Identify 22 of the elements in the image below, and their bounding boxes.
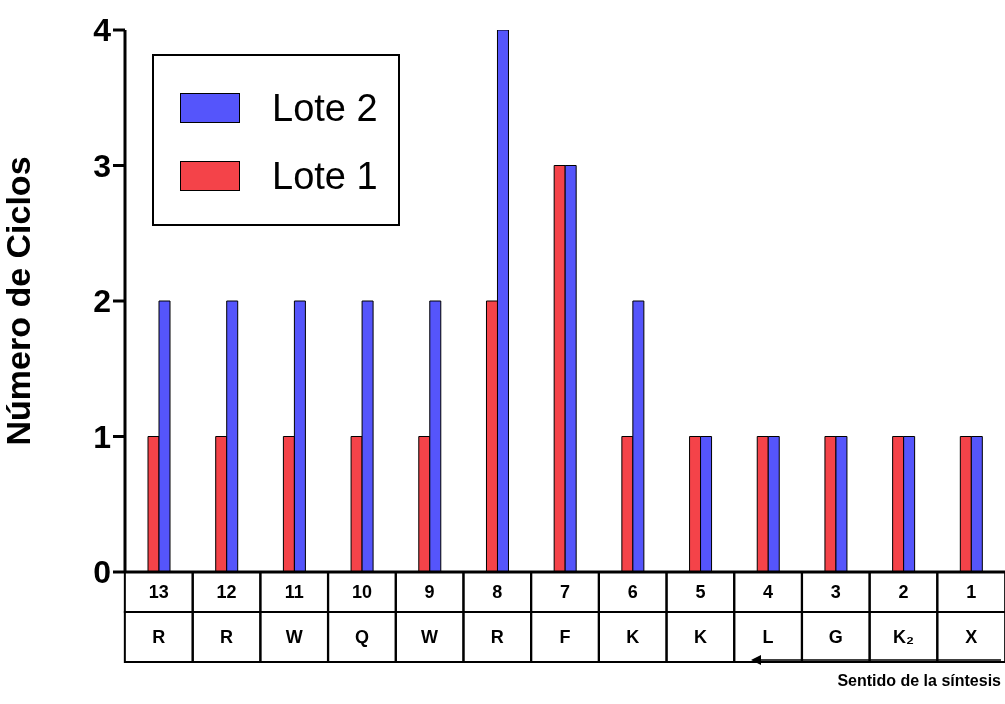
- category-label: 6 K: [626, 582, 640, 647]
- y-tick-label: 1: [93, 418, 111, 455]
- text: Sentido de la síntesis: [836, 671, 1001, 690]
- legend-label: Lote 2: [272, 86, 378, 130]
- y-tick-label: 3: [93, 147, 111, 184]
- y-tick-label: 2: [93, 283, 111, 320]
- category-label: 10 Q: [351, 582, 372, 647]
- category-label: 1 X: [965, 582, 978, 647]
- category-label: 8 R: [490, 582, 504, 647]
- category-label: 3 G: [828, 582, 843, 647]
- y-axis-title: Número de Ciclos: [0, 156, 38, 446]
- category-label: 13 R: [148, 582, 169, 647]
- category-label: 7 F: [559, 582, 571, 647]
- category-label: 5 K: [693, 582, 707, 647]
- category-label: 11 W: [284, 582, 304, 647]
- category-label: 2 K₂: [892, 582, 914, 647]
- category-label: 9 W: [421, 582, 439, 647]
- category-label: 12 R: [216, 582, 237, 647]
- y-tick-label: 4: [93, 12, 112, 49]
- category-label: 4 L: [762, 582, 774, 647]
- legend-label: Lote 1: [272, 154, 378, 198]
- y-tick-label: 0: [93, 554, 111, 591]
